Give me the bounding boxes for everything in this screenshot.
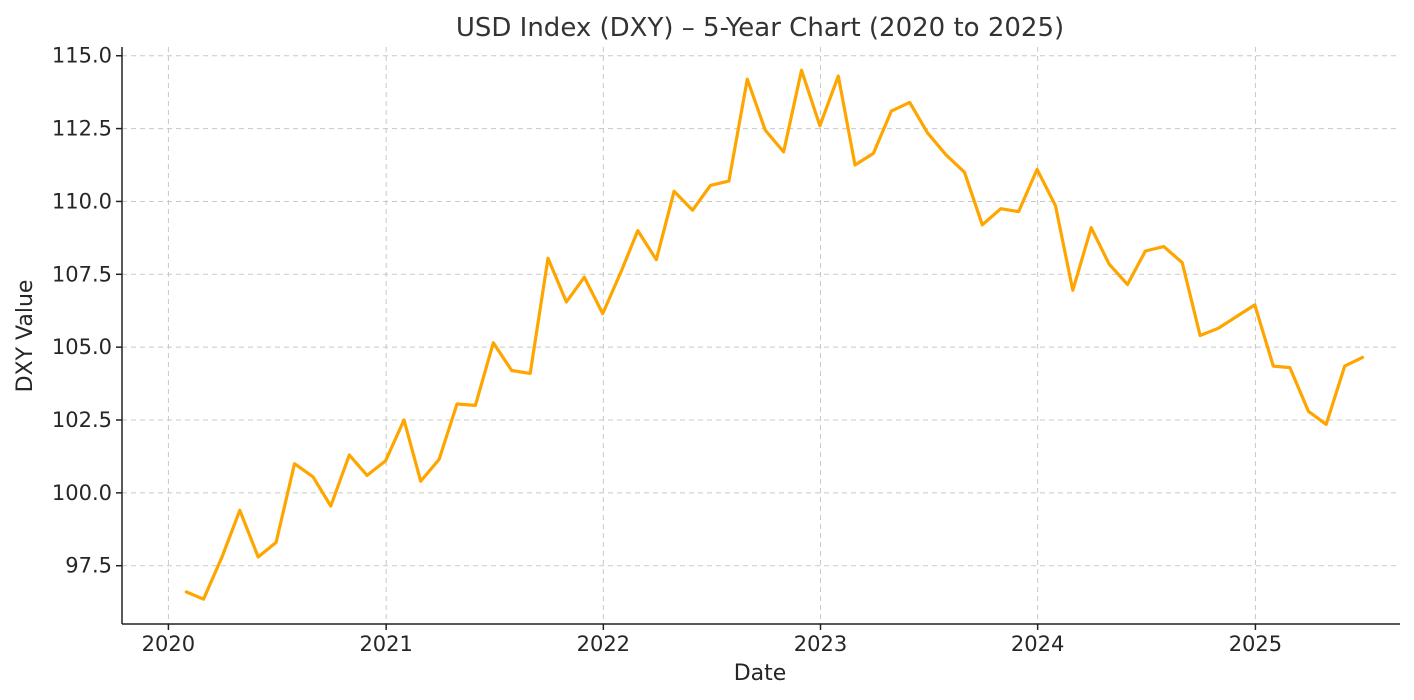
x-tick-label: 2024 xyxy=(1011,632,1064,656)
data-point xyxy=(437,457,442,462)
grid xyxy=(122,47,1400,624)
data-point xyxy=(998,206,1003,211)
data-point xyxy=(1234,314,1239,319)
data-point xyxy=(1360,355,1365,360)
x-tick-label: 2025 xyxy=(1229,632,1282,656)
data-point xyxy=(654,257,659,262)
data-point xyxy=(889,109,894,114)
x-tick-label: 2022 xyxy=(577,632,630,656)
data-point xyxy=(763,128,768,133)
data-point xyxy=(1125,282,1130,287)
data-point xyxy=(274,540,279,545)
data-point xyxy=(745,77,750,82)
y-axis-label: DXY Value xyxy=(13,280,38,393)
data-point xyxy=(944,152,949,157)
data-point xyxy=(383,458,388,463)
data-point xyxy=(619,269,624,274)
chart-title: USD Index (DXY) – 5-Year Chart (2020 to … xyxy=(456,13,1064,43)
data-point xyxy=(1216,326,1221,331)
data-point xyxy=(1252,302,1257,307)
data-point xyxy=(311,474,316,479)
y-tick-label: 115.0 xyxy=(52,44,112,68)
data-point xyxy=(1342,364,1347,369)
data-point xyxy=(635,228,640,233)
data-point xyxy=(201,597,206,602)
data-point xyxy=(1198,333,1203,338)
data-point xyxy=(184,589,189,594)
data-point xyxy=(871,151,876,156)
y-tick-label: 97.5 xyxy=(65,554,112,578)
data-point xyxy=(1143,249,1148,254)
data-point xyxy=(1287,365,1292,370)
series-layer xyxy=(184,68,1365,602)
data-point xyxy=(690,208,695,213)
data-point xyxy=(672,189,677,194)
data-point xyxy=(1070,288,1075,293)
data-point xyxy=(473,403,478,408)
data-point xyxy=(1271,364,1276,369)
data-point xyxy=(708,183,713,188)
x-tick-label: 2021 xyxy=(359,632,412,656)
data-point xyxy=(1107,262,1112,267)
x-axis-label: Date xyxy=(734,661,787,686)
x-tick-label: 2020 xyxy=(142,632,195,656)
data-point xyxy=(491,340,496,345)
y-tick-label: 107.5 xyxy=(52,262,112,286)
x-tick-label: 2023 xyxy=(794,632,847,656)
y-tick-label: 105.0 xyxy=(52,335,112,359)
data-point xyxy=(1324,422,1329,427)
data-point xyxy=(509,368,514,373)
data-point xyxy=(980,222,985,227)
y-tick-label: 110.0 xyxy=(52,189,112,213)
data-point xyxy=(962,170,967,175)
data-point xyxy=(256,555,261,560)
data-point xyxy=(418,479,423,484)
data-point xyxy=(1306,409,1311,414)
data-point xyxy=(582,275,587,280)
data-point xyxy=(925,131,930,136)
y-tick-label: 112.5 xyxy=(52,117,112,141)
data-point xyxy=(564,300,569,305)
y-tick-label: 102.5 xyxy=(52,408,112,432)
data-point xyxy=(1089,225,1094,230)
data-point xyxy=(402,418,407,423)
data-point xyxy=(1161,244,1166,249)
data-point xyxy=(853,163,858,168)
data-point xyxy=(836,74,841,79)
data-point xyxy=(455,402,460,407)
y-tick-label: 100.0 xyxy=(52,481,112,505)
data-point xyxy=(546,256,551,261)
data-point xyxy=(726,179,731,184)
data-point xyxy=(347,453,352,458)
data-point xyxy=(817,123,822,128)
data-point xyxy=(292,461,297,466)
data-point xyxy=(365,473,370,478)
axes xyxy=(116,47,1400,630)
data-point xyxy=(781,149,786,154)
data-point xyxy=(907,100,912,105)
data-point xyxy=(220,555,225,560)
data-point xyxy=(600,311,605,316)
data-point xyxy=(1053,203,1058,208)
data-point xyxy=(328,504,333,509)
data-point xyxy=(237,508,242,513)
data-point xyxy=(528,371,533,376)
data-point xyxy=(799,68,804,73)
tick-labels: 97.5 100.0 102.5 105.0 107.5 110.0 112.5 115.0 2… xyxy=(52,44,1282,656)
series-line xyxy=(184,68,1365,601)
data-point xyxy=(1035,167,1040,172)
data-point xyxy=(1016,209,1021,214)
data-point xyxy=(1180,260,1185,265)
